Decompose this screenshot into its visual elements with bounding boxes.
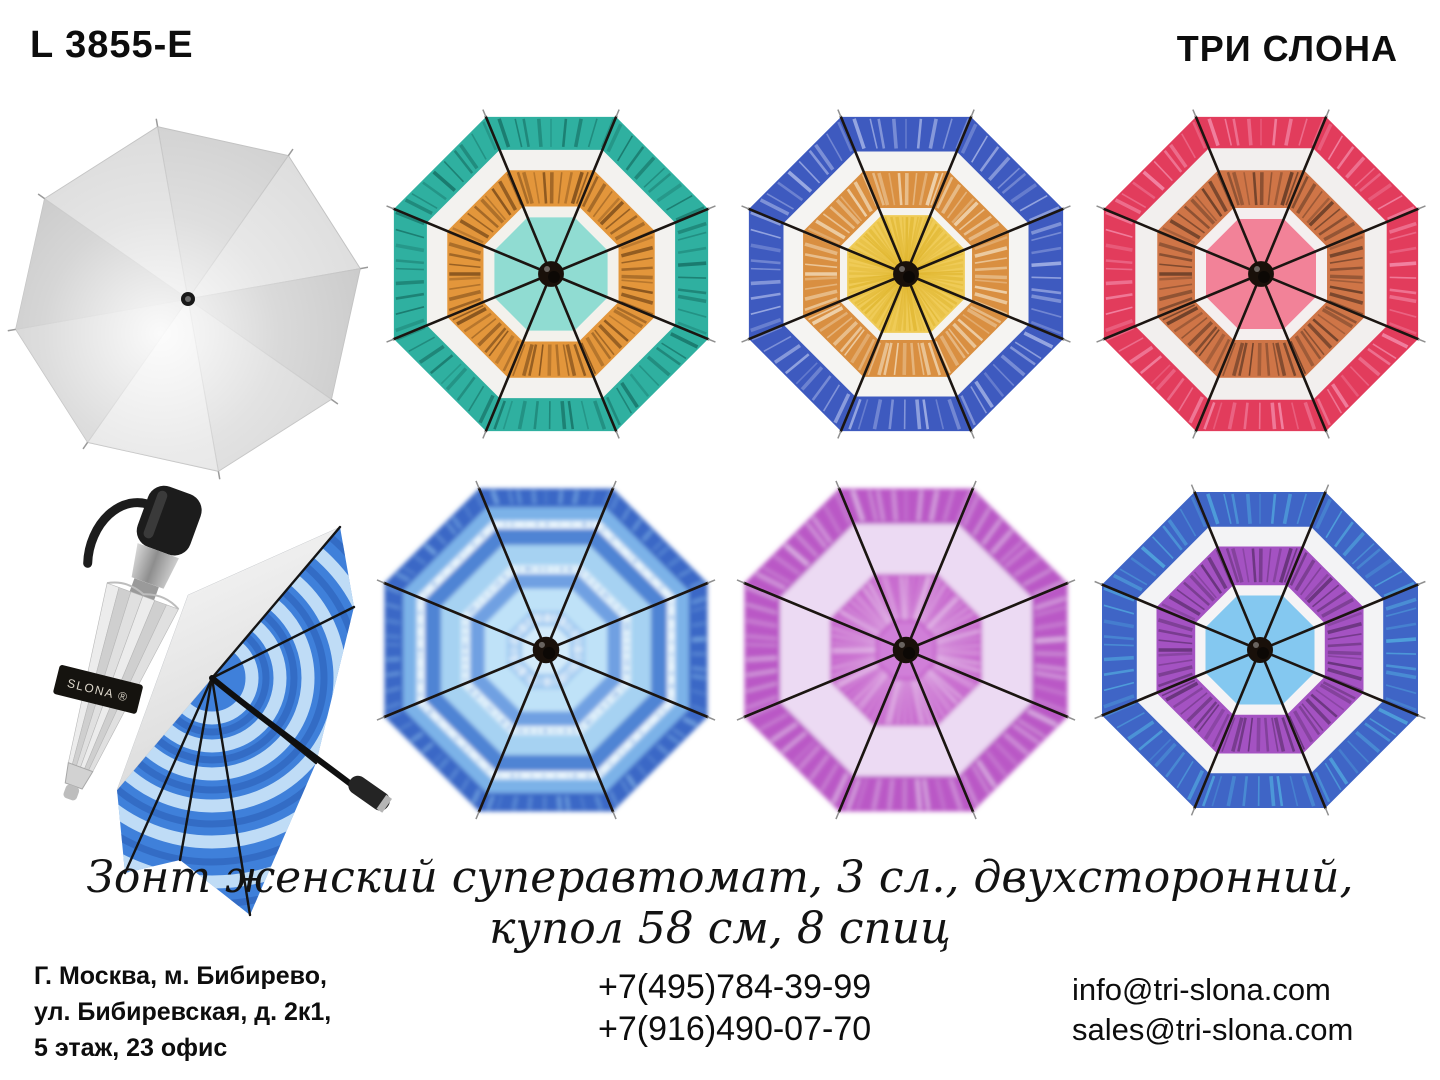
product-description: Зонт женский суперавтомат, 3 сл., двухст… <box>86 852 1354 954</box>
email-block: info@tri-slona.com sales@tri-slona.com <box>1072 970 1353 1050</box>
model-code: L 3855-E <box>30 24 194 66</box>
photo-colorway-red-pink <box>1082 88 1440 460</box>
photo-half-open-umbrella <box>100 495 410 940</box>
photo-colorway-blue-tiedye <box>362 460 730 840</box>
brand-name: ТРИ СЛОНА <box>1176 28 1398 69</box>
photo-folded-umbrella: SLONA ® <box>10 475 240 815</box>
photo-colorway-blue-yellow <box>727 88 1085 460</box>
address-line-2: ул. Бибиревская, д. 2к1, <box>34 998 332 1026</box>
email-address-1: info@tri-slona.com <box>1072 972 1331 1007</box>
photo-silver-umbrella-top <box>2 118 368 480</box>
phone-number-1: +7(495)784-39-99 <box>598 968 872 1006</box>
address-line-3: 5 этаж, 23 офис <box>34 1034 228 1062</box>
photo-colorway-blue-purple <box>1080 460 1440 840</box>
address-block: Г. Москва, м. Бибирево, ул. Бибиревская,… <box>34 958 331 1066</box>
email-address-2: sales@tri-slona.com <box>1072 1012 1354 1047</box>
photo-colorway-teal <box>372 88 730 460</box>
address-line-1: Г. Москва, м. Бибирево, <box>34 962 327 990</box>
phone-number-2: +7(916)490-07-70 <box>598 1010 872 1048</box>
phone-block: +7(495)784-39-99 +7(916)490-07-70 <box>598 966 871 1050</box>
photo-colorway-orchid <box>722 460 1090 840</box>
